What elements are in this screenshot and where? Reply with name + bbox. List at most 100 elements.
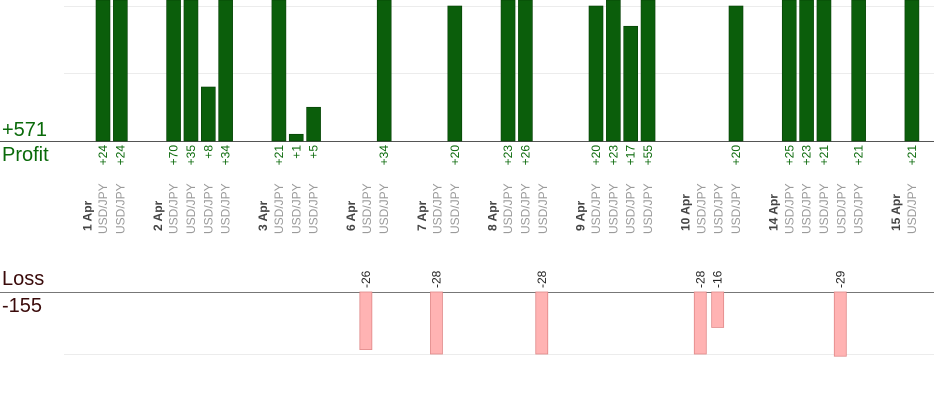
symbol-label: USD/JPY: [377, 183, 391, 234]
profit-value-label: +20: [589, 145, 603, 166]
date-label: 9 Apr: [573, 200, 587, 231]
profit-bar: [799, 0, 814, 142]
loss-bar: [430, 291, 443, 355]
symbol-label: USD/JPY: [712, 183, 726, 234]
date-label: 10 Apr: [679, 194, 693, 231]
profit-value-label: +21: [852, 145, 866, 166]
profit-value-label: +20: [448, 145, 462, 166]
loss-bar: [711, 291, 725, 328]
profit-bar: [640, 0, 656, 142]
symbol-label: USD/JPY: [834, 183, 848, 234]
profit-value-label: +34: [219, 145, 233, 166]
symbol-label: USD/JPY: [360, 183, 374, 234]
loss-bar: [693, 291, 707, 355]
profit-bar: [376, 0, 392, 142]
loss-bar: [359, 291, 373, 350]
profit-value-label: +23: [501, 145, 515, 166]
profit-bar: [201, 86, 216, 142]
profit-bar: [183, 0, 199, 142]
symbol-label: USD/JPY: [624, 183, 638, 234]
symbol-label: USD/JPY: [501, 183, 515, 234]
loss-value-label: -29: [833, 270, 847, 288]
profit-value-label: +35: [184, 145, 198, 166]
symbol-label: USD/JPY: [219, 183, 233, 234]
symbol-label: USD/JPY: [201, 183, 215, 234]
date-label: 6 Apr: [344, 200, 358, 231]
profit-bar: [606, 0, 621, 142]
symbol-label: USD/JPY: [113, 183, 127, 234]
profit-bar: [95, 0, 111, 142]
profit-value-label: +17: [624, 145, 638, 166]
symbol-label: USD/JPY: [430, 183, 444, 234]
symbol-label: USD/JPY: [536, 183, 550, 234]
profit-total: +571: [2, 119, 48, 141]
profit-bar: [288, 133, 304, 142]
profit-value-label: +55: [641, 145, 655, 166]
loss-value-label: -28: [693, 270, 707, 288]
symbol-label: USD/JPY: [782, 183, 796, 234]
symbol-label: USD/JPY: [817, 183, 831, 234]
profit-bar: [588, 5, 604, 142]
date-label: 15 Apr: [889, 194, 903, 231]
loss-total: -155: [2, 295, 43, 317]
symbol-label: USD/JPY: [905, 183, 919, 234]
profit-bar: [166, 0, 181, 142]
profit-bar: [904, 0, 920, 142]
symbol-label: USD/JPY: [272, 183, 286, 234]
profit-value-label: +25: [782, 145, 796, 166]
loss-value-label: -26: [359, 270, 373, 288]
symbol-label: USD/JPY: [694, 183, 708, 234]
loss-value-label: -28: [535, 270, 549, 288]
profit-bar: [781, 0, 797, 142]
date-label: 3 Apr: [256, 200, 270, 231]
profit-bar: [500, 0, 516, 142]
symbol-label: USD/JPY: [307, 183, 321, 234]
profit-bar: [728, 5, 744, 142]
profit-bar: [518, 0, 533, 142]
profit-value-label: +21: [272, 145, 286, 166]
profit-bar: [623, 25, 639, 142]
profit-value-label: +21: [817, 145, 831, 166]
symbol-label: USD/JPY: [589, 183, 603, 234]
profit-label: Profit: [2, 144, 49, 166]
profit-value-label: +23: [800, 145, 814, 166]
profit-value-label: +24: [113, 145, 127, 166]
loss-value-label: -16: [711, 270, 725, 288]
profit-value-label: +23: [606, 145, 620, 166]
symbol-label: USD/JPY: [729, 183, 743, 234]
symbol-label: USD/JPY: [167, 183, 181, 234]
profit-value-label: +34: [377, 145, 391, 166]
profit-value-label: +26: [518, 145, 532, 166]
loss-label: Loss: [2, 268, 45, 290]
symbol-label: USD/JPY: [96, 183, 110, 234]
date-label: 2 Apr: [151, 200, 165, 231]
profit-bar: [851, 0, 866, 142]
profit-bar: [218, 0, 233, 142]
date-label: 1 Apr: [80, 200, 94, 231]
profit-value-label: +24: [96, 145, 110, 166]
profit-value-label: +70: [167, 145, 181, 166]
symbol-label: USD/JPY: [289, 183, 303, 234]
profit-bar: [816, 0, 832, 142]
profit-bar: [306, 106, 321, 142]
symbol-label: USD/JPY: [800, 183, 814, 234]
loss-bar: [833, 291, 847, 357]
symbol-label: USD/JPY: [184, 183, 198, 234]
profit-bar: [447, 5, 463, 142]
symbol-label: USD/JPY: [606, 183, 620, 234]
profit-value-label: +1: [289, 145, 303, 159]
profit-value-label: +21: [905, 145, 919, 166]
profit-value-label: +5: [307, 145, 321, 159]
profit-value-label: +8: [201, 145, 215, 159]
symbol-label: USD/JPY: [448, 183, 462, 234]
symbol-label: USD/JPY: [641, 183, 655, 234]
profit-bar: [113, 0, 128, 142]
symbol-label: USD/JPY: [518, 183, 532, 234]
symbol-label: USD/JPY: [852, 183, 866, 234]
profit-bar: [271, 0, 287, 142]
date-label: 8 Apr: [485, 200, 499, 231]
profit-value-label: +20: [729, 145, 743, 166]
date-label: 7 Apr: [415, 200, 429, 231]
loss-bar: [535, 291, 549, 355]
